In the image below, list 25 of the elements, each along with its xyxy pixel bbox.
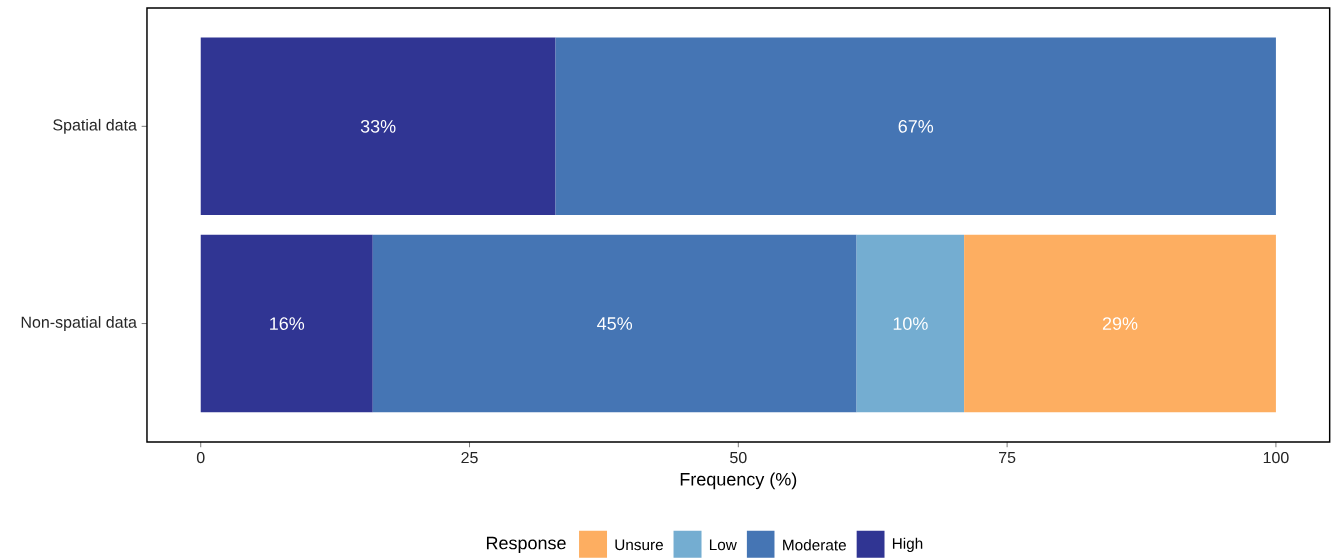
bar	[555, 37, 1276, 216]
x-tick-label: 0	[196, 452, 205, 464]
bar	[200, 37, 556, 216]
x-tick-label: 50	[730, 452, 747, 464]
data-label: 67%	[898, 120, 934, 133]
bar	[372, 234, 857, 413]
x-tick-label: 100	[1263, 452, 1289, 464]
legend-label: Moderate	[783, 539, 846, 551]
bar	[200, 234, 373, 413]
x-axis-title: Frequency (%)	[680, 472, 797, 490]
legend-title: Response	[486, 536, 566, 553]
legend-label: Unsure	[615, 539, 663, 551]
legend-label: High	[892, 537, 923, 553]
y-tick-label: Spatial data	[53, 118, 137, 134]
data-label: 33%	[360, 120, 396, 133]
y-tick-label: Non-spatial data	[21, 316, 137, 332]
data-label: 10%	[893, 317, 928, 330]
legend-label: Low	[709, 539, 737, 551]
data-label: 29%	[1102, 317, 1138, 330]
bar	[964, 234, 1276, 413]
data-label: 45%	[597, 317, 633, 330]
x-tick-label: 75	[999, 452, 1016, 464]
bar	[856, 234, 965, 413]
x-tick-label: 25	[461, 452, 478, 464]
data-label: 16%	[270, 317, 305, 330]
